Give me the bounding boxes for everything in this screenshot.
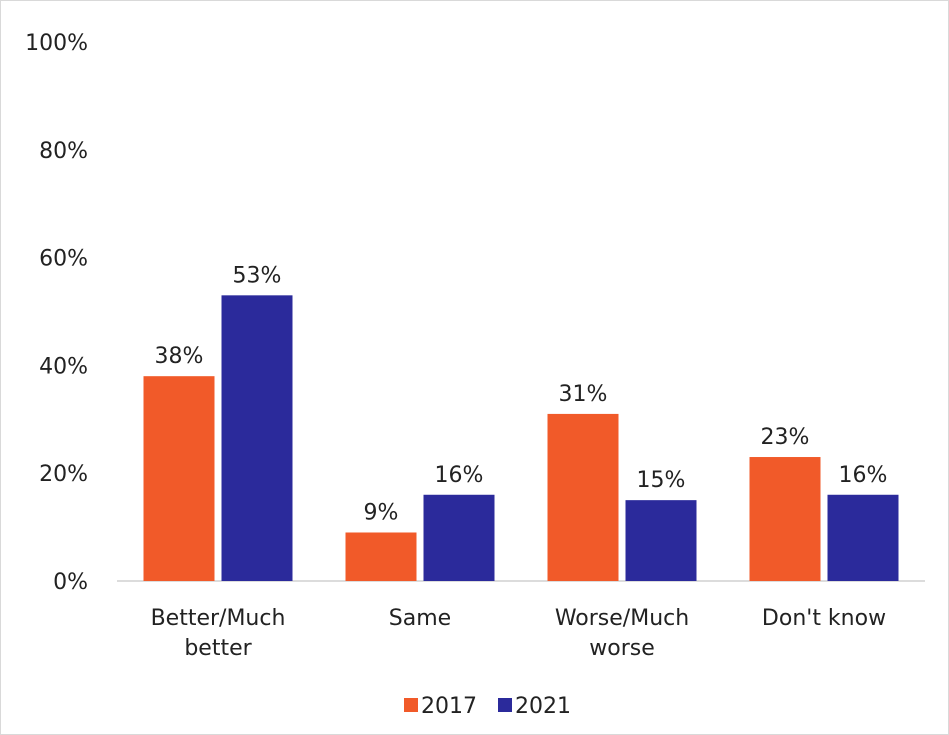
bar-2017-0	[143, 376, 215, 581]
data-label: 38%	[155, 344, 204, 369]
x-category-label: better	[184, 636, 252, 661]
bar-2017-3	[749, 457, 821, 581]
x-category-label: Same	[389, 606, 451, 631]
data-label: 9%	[364, 500, 399, 525]
category-labels-layer: Better/Much better Same Worse/Much worse Don'…	[151, 606, 887, 661]
y-axis: 0% 20% 40% 60% 80% 100%	[25, 31, 88, 595]
bar-2021-3	[827, 494, 899, 581]
x-category-label: Better/Much	[151, 606, 286, 631]
bar-2021-2	[625, 500, 697, 581]
x-category-label: Don't know	[762, 606, 886, 631]
legend-swatch-2021	[498, 698, 512, 712]
data-label: 16%	[435, 463, 484, 488]
legend-label: 2017	[421, 694, 477, 719]
bar-2021-1	[423, 494, 495, 581]
bar-2017-2	[547, 413, 619, 581]
data-label: 53%	[233, 263, 282, 288]
y-tick-label: 100%	[25, 31, 88, 56]
data-label: 16%	[839, 463, 888, 488]
bars-layer	[143, 295, 899, 581]
y-tick-label: 60%	[39, 247, 88, 272]
data-label: 31%	[559, 382, 608, 407]
x-category-label: Worse/Much	[555, 606, 689, 631]
legend: 2017 2021	[404, 694, 571, 719]
y-tick-label: 0%	[53, 570, 88, 595]
y-tick-label: 40%	[39, 354, 88, 379]
bar-2021-0	[221, 295, 293, 581]
y-tick-label: 80%	[39, 139, 88, 164]
y-tick-label: 20%	[39, 462, 88, 487]
data-label: 15%	[637, 468, 686, 493]
x-category-label: worse	[589, 636, 655, 661]
data-labels-layer: 38% 53% 9% 16% 31% 15% 23% 16%	[155, 263, 888, 525]
legend-label: 2021	[515, 694, 571, 719]
data-label: 23%	[761, 425, 810, 450]
bar-2017-1	[345, 532, 417, 581]
legend-swatch-2017	[404, 698, 418, 712]
